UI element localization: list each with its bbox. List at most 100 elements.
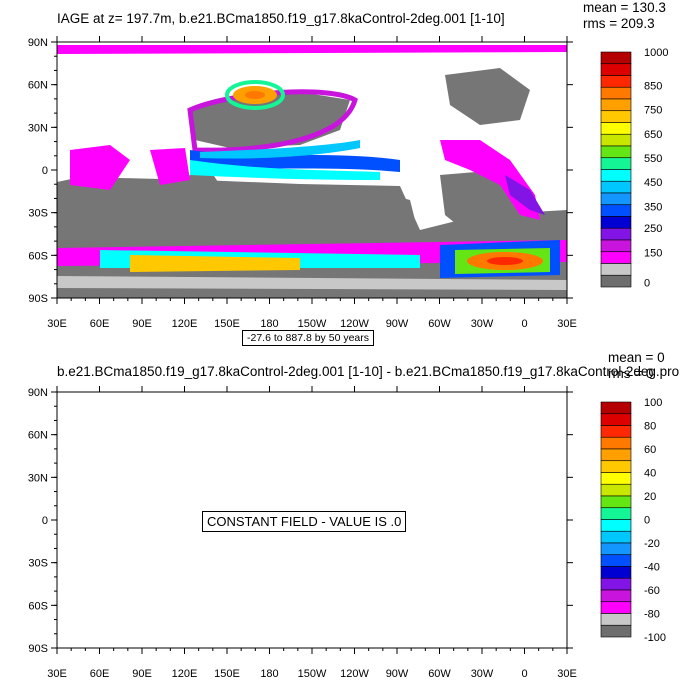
colorbar-label: 40 xyxy=(644,468,656,480)
colorbar-label: 750 xyxy=(644,105,662,117)
panel2-colorbar: 100 80 60 40 20 0 -20 -40 -60 -80 -100 xyxy=(600,397,666,644)
colorbar-label: 20 xyxy=(644,491,656,503)
colorbar-box xyxy=(600,495,632,509)
panel1-field xyxy=(57,45,567,298)
colorbar-label: 650 xyxy=(644,129,662,141)
colorbar-box xyxy=(600,413,632,426)
colorbar-box xyxy=(600,483,632,497)
colorbar-label: -60 xyxy=(644,585,660,597)
colorbar-label: 250 xyxy=(644,223,662,235)
colorbar-label: 100 xyxy=(644,397,662,409)
x-tick-label: 30E xyxy=(47,318,67,330)
colorbar-box xyxy=(600,401,632,415)
y-tick-label: 60N xyxy=(28,430,48,442)
x-tick-label: 90E xyxy=(132,668,152,680)
x-tick-label: 60E xyxy=(90,318,110,330)
colorbar-box xyxy=(600,613,632,626)
panel2-mean: mean = 0 xyxy=(608,350,665,365)
colorbar-box xyxy=(600,122,632,135)
panel1-mean: mean = 130.3 xyxy=(583,0,666,15)
colorbar-box xyxy=(600,448,632,462)
colorbar-box xyxy=(600,86,632,100)
panel1-contour-note: -27.6 to 887.8 by 50 years xyxy=(242,330,374,346)
colorbar-box xyxy=(600,566,632,579)
colorbar-box xyxy=(600,204,632,217)
y-tick-label: 0 xyxy=(42,515,48,527)
panel2-constant-note: CONSTANT FIELD - VALUE IS .0 xyxy=(202,511,407,532)
panel1-title: IAGE at z= 197.7m, b.e21.BCma1850.f19_g1… xyxy=(57,11,505,26)
colorbar-label: 1000 xyxy=(644,47,668,59)
colorbar-box xyxy=(600,577,632,591)
x-tick-label: 180 xyxy=(260,668,278,680)
colorbar-box xyxy=(600,425,632,438)
y-tick-label: 30S xyxy=(28,208,48,220)
x-tick-label: 30W xyxy=(471,318,494,330)
x-tick-label: 120W xyxy=(340,668,369,680)
x-tick-label: 0 xyxy=(521,668,527,680)
colorbar-label: 150 xyxy=(644,247,662,259)
x-tick-label: 120E xyxy=(172,668,198,680)
colorbar-label: 0 xyxy=(644,515,650,527)
colorbar-box xyxy=(600,239,632,253)
panel1-y-axis: 90N 60N 30N 0 30S 60S 90S xyxy=(28,37,573,305)
y-tick-label: 30N xyxy=(28,472,48,484)
panel2-rms: rms = 0 xyxy=(608,366,654,381)
colorbar-box xyxy=(600,133,632,147)
x-tick-label: 30E xyxy=(557,318,577,330)
y-tick-label: 90S xyxy=(28,293,48,305)
y-tick-label: 30N xyxy=(28,122,48,134)
x-tick-label: 60W xyxy=(428,668,451,680)
colorbar-box xyxy=(600,624,632,638)
colorbar-box xyxy=(600,530,632,544)
colorbar-box xyxy=(600,180,632,194)
x-tick-label: 90E xyxy=(132,318,152,330)
colorbar-box xyxy=(600,192,632,206)
x-tick-label: 180 xyxy=(260,318,278,330)
colorbar-box xyxy=(600,507,632,520)
x-tick-label: 120E xyxy=(172,318,198,330)
colorbar-box xyxy=(600,98,632,112)
colorbar-label: 450 xyxy=(644,177,662,189)
x-tick-label: 60W xyxy=(428,318,451,330)
colorbar-box xyxy=(600,51,632,65)
colorbar-box xyxy=(600,460,632,473)
panel2-x-axis: 30E 60E 90E 120E 150E 180 150W 120W 90W 60W 30W 0 30… xyxy=(47,386,577,680)
panel2-y-axis: 90N 60N 30N 0 30S 60S 90S xyxy=(28,387,573,655)
x-tick-label: 30E xyxy=(557,668,577,680)
colorbar-box xyxy=(600,216,632,229)
panel2-title: b.e21.BCma1850.f19_g17.8kaControl-2deg.0… xyxy=(57,364,680,379)
y-tick-label: 60N xyxy=(28,80,48,92)
colorbar-box xyxy=(600,63,632,76)
colorbar-label: 80 xyxy=(644,421,656,433)
colorbar-label: 850 xyxy=(644,80,662,92)
y-tick-label: 60S xyxy=(28,250,48,262)
colorbar-box xyxy=(600,589,632,603)
x-tick-label: 30W xyxy=(471,668,494,680)
colorbar-box xyxy=(600,274,632,288)
y-tick-label: 60S xyxy=(28,600,48,612)
x-tick-label: 150E xyxy=(214,318,240,330)
x-tick-label: 150W xyxy=(298,668,327,680)
x-tick-label: 150W xyxy=(298,318,327,330)
colorbar-label: 550 xyxy=(644,153,662,165)
y-tick-label: 90N xyxy=(28,387,48,399)
colorbar-label: 350 xyxy=(644,201,662,213)
x-tick-label: 120W xyxy=(340,318,369,330)
colorbar-box xyxy=(600,227,632,241)
colorbar-box xyxy=(600,472,632,485)
colorbar-box xyxy=(600,542,632,556)
panel1-colorbar: 1000 850 750 650 550 450 350 250 150 0 xyxy=(600,47,668,289)
x-tick-label: 150E xyxy=(214,668,240,680)
colorbar-label: -80 xyxy=(644,609,660,621)
panel1-map: 90N 60N 30N 0 30S 60S 90S 30E 60E 90E 120E 150E 180… xyxy=(28,36,668,330)
colorbar-box xyxy=(600,157,632,170)
panel1-x-axis: 30E 60E 90E 120E 150E 180 150W 120W 90W 60W 30W 0 30… xyxy=(47,36,577,330)
colorbar-box xyxy=(600,554,632,567)
colorbar-label: -100 xyxy=(644,632,666,644)
y-tick-label: 0 xyxy=(42,165,48,177)
x-tick-label: 30E xyxy=(47,668,67,680)
y-tick-label: 90S xyxy=(28,643,48,655)
colorbar-label: 0 xyxy=(644,277,650,289)
x-tick-label: 60E xyxy=(90,668,110,680)
colorbar-label: 60 xyxy=(644,444,656,456)
